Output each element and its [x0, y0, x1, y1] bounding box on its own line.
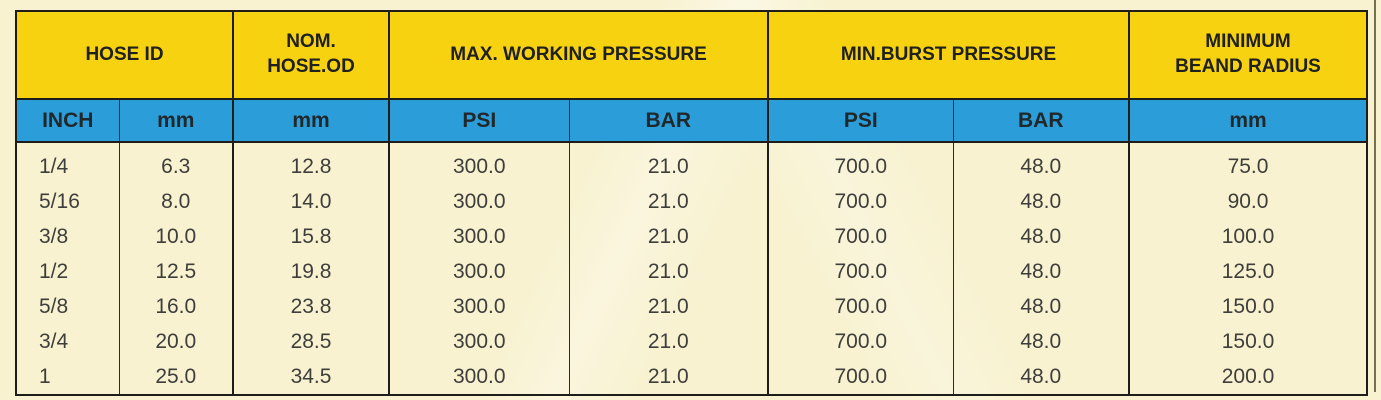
- table-cell: 21.0: [569, 254, 769, 289]
- table-cell: 125.0: [1221, 259, 1275, 283]
- unit-header-od-mm: mm: [233, 99, 390, 143]
- table-cell: 300.0: [389, 359, 570, 395]
- table-cell: 700.0: [768, 219, 954, 254]
- table-row: 3/4 20.0 28.5 300.0 21.0 700.0 48.0 150.0: [16, 324, 1367, 359]
- table-cell: 150.0: [1221, 329, 1275, 353]
- table-cell: 700.0: [768, 324, 954, 359]
- table-cell: 48.0: [953, 324, 1131, 359]
- table-row: 1/2 12.5 19.8 300.0 21.0 700.0 48.0 125.0: [16, 254, 1367, 289]
- header-minimum-bend-radius-line1: MINIMUM: [1205, 31, 1291, 53]
- table-cell: 700.0: [768, 289, 954, 324]
- header-nom-hose-od-line1: NOM.: [286, 31, 336, 53]
- table-cell: 28.5: [233, 324, 390, 359]
- table-cell: 700.0: [768, 142, 954, 184]
- header-min-burst-pressure-label: MIN.BURST PRESSURE: [840, 43, 1057, 65]
- table-row: 5/8 16.0 23.8 300.0 21.0 700.0 48.0 150.0: [16, 289, 1367, 324]
- table-row: 5/16 8.0 14.0 300.0 21.0 700.0 48.0 90.0: [16, 184, 1367, 219]
- table-cell: 300.0: [389, 289, 570, 324]
- table-cell: 75.0: [1227, 154, 1269, 178]
- table-cell: 34.5: [233, 359, 390, 395]
- table-cell: 15.8: [233, 219, 390, 254]
- table-cell: 5/16: [16, 184, 120, 219]
- table-cell: 1: [16, 359, 120, 395]
- table-cell: 25.0: [119, 359, 234, 395]
- unit-header-bp-psi: PSI: [768, 99, 954, 143]
- unit-header-bp-bar: BAR: [953, 99, 1131, 143]
- header-hose-id-label: HOSE ID: [85, 43, 164, 65]
- table-cell: 1/2: [16, 254, 120, 289]
- table-cell: 300.0: [389, 324, 570, 359]
- table-cell: 16.0: [119, 289, 234, 324]
- table-cell: 700.0: [768, 359, 954, 395]
- table-cell: 48.0: [953, 219, 1131, 254]
- table-cell: 21.0: [569, 324, 769, 359]
- hose-spec-table: HOSE ID NOM. HOSE.OD MAX. WORKING PRESSU…: [15, 10, 1369, 396]
- table-row: 1 25.0 34.5 300.0 21.0 700.0 48.0 200.0: [16, 359, 1367, 395]
- table-cell: 3/4: [16, 324, 120, 359]
- header-minimum-bend-radius-line2: BEAND RADIUS: [1175, 56, 1321, 77]
- table-row: 3/8 10.0 15.8 300.0 21.0 700.0 48.0 100.0: [16, 219, 1367, 254]
- table-cell: 21.0: [569, 184, 769, 219]
- header-nom-hose-od: NOM. HOSE.OD: [233, 11, 390, 100]
- table-cell: 300.0: [389, 219, 570, 254]
- header-nom-hose-od-line2: HOSE.OD: [267, 56, 355, 77]
- table-cell: 20.0: [119, 324, 234, 359]
- table-cell: 48.0: [953, 184, 1131, 219]
- table-cell: 700.0: [768, 184, 954, 219]
- table-cell: 12.5: [119, 254, 234, 289]
- unit-header-hose-id-mm: mm: [119, 99, 234, 143]
- group-header-row: HOSE ID NOM. HOSE.OD MAX. WORKING PRESSU…: [16, 11, 1368, 100]
- table-cell: 19.8: [233, 254, 390, 289]
- table-cell: 6.3: [119, 142, 234, 184]
- table-row: 1/4 6.3 12.8 300.0 21.0 700.0 48.0 75.0: [16, 142, 1367, 184]
- table-cell: 150.0: [1221, 294, 1275, 318]
- table-cell: 21.0: [569, 142, 769, 184]
- table-cell: 23.8: [233, 289, 390, 324]
- table-cell: 90.0: [1227, 189, 1269, 213]
- table-cell: 21.0: [569, 219, 769, 254]
- table-cell: 21.0: [569, 289, 769, 324]
- table-cell: 10.0: [119, 219, 234, 254]
- header-max-working-pressure-label: MAX. WORKING PRESSURE: [450, 43, 707, 65]
- table-cell: 48.0: [953, 359, 1131, 395]
- table-cell: 21.0: [569, 359, 769, 395]
- table-cell: 300.0: [389, 254, 570, 289]
- table-cell: 48.0: [953, 142, 1131, 184]
- table-cell: 48.0: [953, 289, 1131, 324]
- table-cell: 48.0: [953, 254, 1131, 289]
- header-minimum-bend-radius: MINIMUM BEAND RADIUS: [1129, 11, 1368, 100]
- header-min-burst-pressure: MIN.BURST PRESSURE: [768, 11, 1131, 100]
- table-cell: 700.0: [768, 254, 954, 289]
- unit-header-row: INCH mm mm PSI BAR PSI BAR mm: [16, 99, 1368, 143]
- table-cell: 12.8: [233, 142, 390, 184]
- table-cell: 8.0: [119, 184, 234, 219]
- table-cell: 300.0: [389, 184, 570, 219]
- header-hose-id: HOSE ID: [16, 11, 234, 100]
- unit-header-wp-bar: BAR: [569, 99, 769, 143]
- header-max-working-pressure: MAX. WORKING PRESSURE: [389, 11, 769, 100]
- table-cell: 1/4: [16, 142, 120, 184]
- table-cell: 5/8: [16, 289, 120, 324]
- table-cell: 200.0: [1221, 364, 1275, 388]
- unit-header-wp-psi: PSI: [389, 99, 570, 143]
- table-cell: 100.0: [1221, 224, 1275, 248]
- table-body: 1/4 6.3 12.8 300.0 21.0 700.0 48.0 75.0 5/16 8.0 1…: [16, 142, 1367, 395]
- table-cell: 14.0: [233, 184, 390, 219]
- unit-header-inch: INCH: [16, 99, 120, 143]
- table-cell: 3/8: [16, 219, 120, 254]
- unit-header-radius-mm: mm: [1129, 99, 1368, 143]
- table-cell: 300.0: [389, 142, 570, 184]
- page-edge-line: [1374, 0, 1376, 392]
